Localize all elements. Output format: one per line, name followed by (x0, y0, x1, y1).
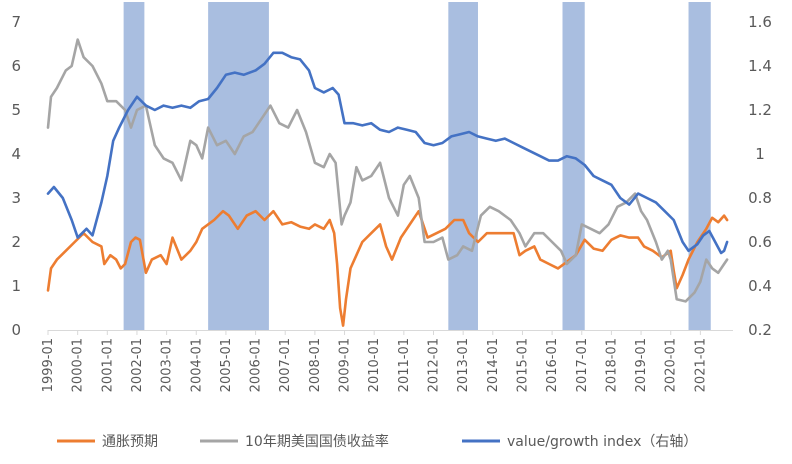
right-axis: 0.2 0.4 0.6 0.8 1 1.2 1.4 1.6 (748, 13, 772, 339)
left-tick-label-7: 7 (11, 13, 21, 31)
x-tick-label-7: 2006-01 (249, 338, 264, 392)
left-tick-label-3: 3 (11, 189, 21, 207)
series-line-yield (46, 38, 729, 303)
left-tick-label-1: 1 (11, 277, 21, 295)
x-tick-label-12: 2011-01 (397, 338, 412, 392)
shaded-period-0 (123, 2, 145, 330)
right-tick-label-1: 0.4 (748, 277, 772, 295)
series-line-ratio (46, 51, 729, 255)
legend-label-inflation: 通胀预期 (102, 434, 158, 450)
x-tick-label-5: 2004-01 (189, 338, 204, 392)
right-tick-label-2: 0.6 (748, 233, 772, 251)
x-tick-label-22: 2021-01 (693, 338, 708, 392)
x-tick-label-11: 2010-01 (367, 338, 382, 392)
x-tick-label-21: 2020-01 (664, 338, 679, 392)
right-tick-label-4: 1 (755, 145, 765, 163)
x-tick-label-9: 2008-01 (308, 338, 323, 392)
x-tick-label-13: 2012-01 (426, 338, 441, 392)
x-tick-label-18: 2017-01 (575, 338, 590, 392)
left-tick-label-5: 5 (11, 101, 21, 119)
legend: 通胀预期 10年期美国国债收益率 value/growth index（右轴） (57, 433, 697, 450)
x-tick-label-17: 2016-01 (545, 338, 560, 392)
x-tick-label-8: 2007-01 (278, 338, 293, 392)
x-tick-label-10: 2009-01 (338, 338, 353, 392)
left-tick-label-2: 2 (11, 233, 21, 251)
x-tick-label-0: 1999-01 (41, 338, 56, 392)
x-tick-label-2: 2001-01 (100, 338, 115, 392)
x-tick-label-4: 2003-01 (160, 338, 175, 392)
x-tick-label-19: 2018-01 (604, 338, 619, 392)
x-tick-label-1: 2000-01 (71, 338, 86, 392)
shaded-period-2 (448, 2, 478, 330)
series-lines (46, 38, 729, 327)
right-tick-label-7: 1.6 (748, 13, 772, 31)
left-tick-label-6: 6 (11, 57, 21, 75)
legend-label-ratio: value/growth index（右轴） (507, 434, 697, 450)
right-tick-label-3: 0.8 (748, 189, 772, 207)
x-tick-label-20: 2019-01 (634, 338, 649, 392)
right-tick-label-5: 1.2 (748, 101, 772, 119)
left-tick-label-0: 0 (11, 321, 21, 339)
shaded-period-1 (208, 2, 269, 330)
x-tick-label-6: 2005-01 (219, 338, 234, 392)
shaded-period-3 (562, 2, 585, 330)
x-tick-label-16: 2015-01 (515, 338, 530, 392)
left-tick-label-4: 4 (11, 145, 21, 163)
right-tick-label-6: 1.4 (748, 57, 772, 75)
x-tick-label-14: 2013-01 (456, 338, 471, 392)
x-tick-label-15: 2014-01 (486, 338, 501, 392)
legend-label-yield: 10年期美国国债收益率 (245, 433, 389, 450)
x-tick-label-3: 2002-01 (130, 338, 145, 392)
series-line-inflation (46, 209, 729, 327)
left-axis: 0 1 2 3 4 5 6 7 (11, 13, 21, 339)
shaded-periods (123, 2, 711, 330)
x-axis: 1999-01 2000-01 2001-01 2002-01 2003-01 2004-… (41, 330, 708, 392)
right-tick-label-0: 0.2 (748, 321, 772, 339)
